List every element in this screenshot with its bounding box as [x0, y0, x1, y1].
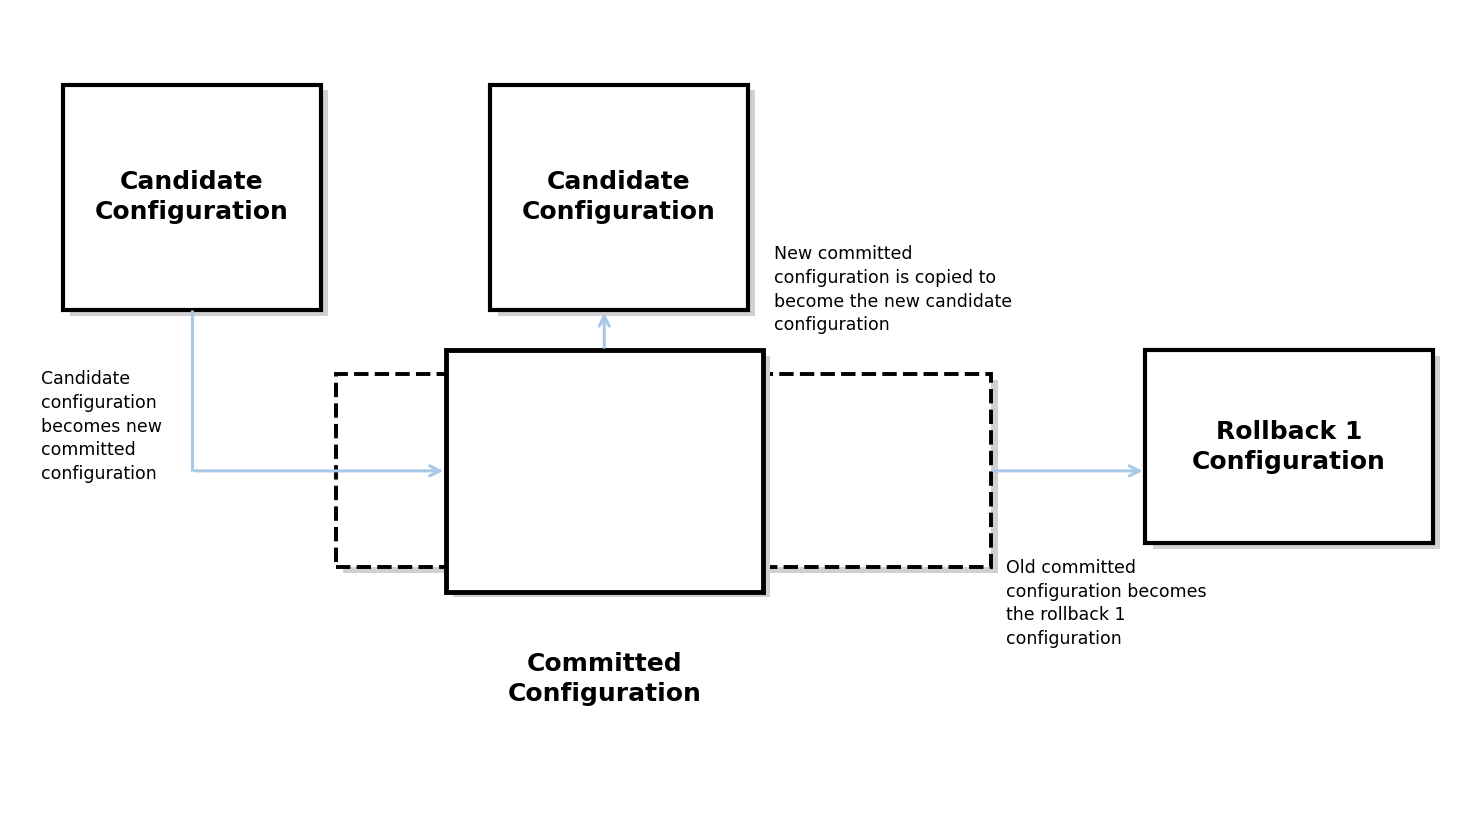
Bar [336, 374, 535, 567]
Text: New committed
configuration is copied to
become the new candidate
configuration: New committed configuration is copied to… [775, 246, 1013, 334]
Bar [344, 380, 542, 573]
Bar [770, 380, 998, 573]
Bar [1152, 356, 1440, 549]
Bar [446, 350, 763, 592]
Bar [453, 356, 770, 598]
Bar [763, 374, 991, 567]
Bar [71, 90, 329, 315]
Bar [1145, 350, 1432, 543]
Bar [64, 85, 321, 310]
Text: Old committed
configuration becomes
the rollback 1
configuration: Old committed configuration becomes the … [1006, 559, 1206, 648]
Text: Candidate
Configuration: Candidate Configuration [523, 171, 715, 224]
Bar [490, 85, 748, 310]
Text: Committed
Configuration: Committed Configuration [508, 652, 701, 706]
Text: Candidate
Configuration: Candidate Configuration [95, 171, 289, 224]
Text: Rollback 1
Configuration: Rollback 1 Configuration [1192, 420, 1386, 474]
Text: Candidate
configuration
becomes new
committed
configuration: Candidate configuration becomes new comm… [41, 371, 161, 483]
Bar [498, 90, 755, 315]
